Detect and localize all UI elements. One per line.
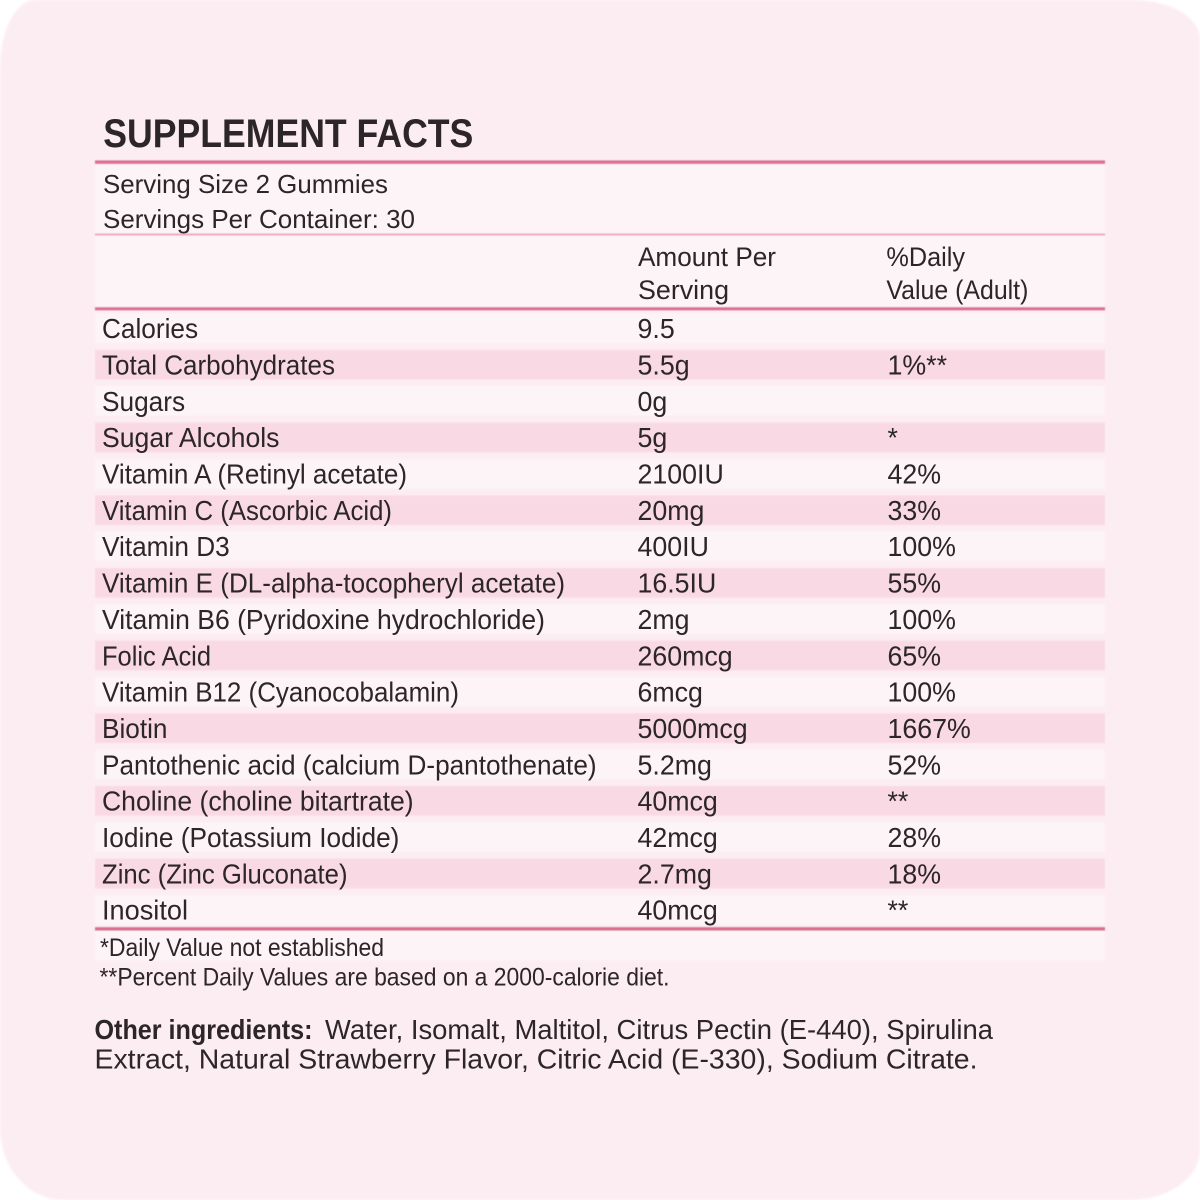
svg-text:20mg: 20mg <box>638 495 705 526</box>
svg-text:Pantothenic acid (calcium D-pa: Pantothenic acid (calcium D-pantothenate… <box>102 749 597 780</box>
svg-text:18%: 18% <box>888 858 942 889</box>
svg-text:0g: 0g <box>638 386 668 417</box>
svg-text:Calories: Calories <box>102 313 198 344</box>
svg-text:**: ** <box>888 786 909 817</box>
svg-text:42%: 42% <box>888 459 942 490</box>
svg-text:100%: 100% <box>888 531 956 562</box>
svg-text:Extract, Natural Strawberry Fl: Extract, Natural Strawberry Flavor, Citr… <box>95 1043 978 1074</box>
svg-text:Vitamin E (DL-alpha-tocopheryl: Vitamin E (DL-alpha-tocopheryl acetate) <box>102 568 565 599</box>
svg-text:Serving Size 2 Gummies: Serving Size 2 Gummies <box>103 169 388 199</box>
svg-text:2mg: 2mg <box>638 604 690 635</box>
svg-text:**Percent Daily Values are bas: **Percent Daily Values are based on a 20… <box>100 964 670 992</box>
svg-text:2.7mg: 2.7mg <box>638 858 712 889</box>
svg-text:Vitamin B12 (Cyanocobalamin): Vitamin B12 (Cyanocobalamin) <box>102 677 459 708</box>
svg-text:1%**: 1%** <box>888 350 948 381</box>
svg-text:2100IU: 2100IU <box>638 459 724 490</box>
svg-text:260mcg: 260mcg <box>638 640 733 671</box>
svg-text:9.5: 9.5 <box>638 313 675 344</box>
svg-text:1667%: 1667% <box>888 713 971 744</box>
svg-text:100%: 100% <box>888 677 956 708</box>
svg-text:Iodine (Potassium Iodide): Iodine (Potassium Iodide) <box>102 822 399 853</box>
svg-text:Serving: Serving <box>638 275 729 305</box>
svg-text:52%: 52% <box>888 749 942 780</box>
svg-text:40mcg: 40mcg <box>638 786 718 817</box>
svg-text:Zinc (Zinc Gluconate): Zinc (Zinc Gluconate) <box>102 858 348 889</box>
svg-text:*: * <box>888 422 899 453</box>
svg-text:400IU: 400IU <box>638 531 709 562</box>
svg-text:Water, Isomalt, Maltitol, Citr: Water, Isomalt, Maltitol, Citrus Pectin … <box>325 1014 994 1045</box>
svg-text:5g: 5g <box>638 422 668 453</box>
svg-text:65%: 65% <box>888 640 942 671</box>
svg-text:28%: 28% <box>888 822 942 853</box>
svg-text:5.5g: 5.5g <box>638 350 690 381</box>
svg-text:Vitamin D3: Vitamin D3 <box>102 531 230 562</box>
svg-text:Biotin: Biotin <box>102 713 168 744</box>
svg-text:Servings Per Container: 30: Servings Per Container: 30 <box>103 204 415 234</box>
svg-text:Folic Acid: Folic Acid <box>102 640 211 671</box>
svg-text:40mcg: 40mcg <box>638 895 718 926</box>
svg-text:%Daily: %Daily <box>886 242 965 272</box>
svg-text:33%: 33% <box>888 495 942 526</box>
svg-text:Vitamin C (Ascorbic Acid): Vitamin C (Ascorbic Acid) <box>102 495 392 526</box>
svg-text:Total Carbohydrates: Total Carbohydrates <box>102 350 335 381</box>
svg-text:5.2mg: 5.2mg <box>638 749 712 780</box>
svg-text:Amount Per: Amount Per <box>638 242 776 272</box>
svg-text:55%: 55% <box>888 568 942 599</box>
svg-text:SUPPLEMENT FACTS: SUPPLEMENT FACTS <box>103 112 473 156</box>
svg-text:Sugar Alcohols: Sugar Alcohols <box>102 422 280 453</box>
svg-text:Inositol: Inositol <box>102 895 188 926</box>
svg-text:**: ** <box>888 895 909 926</box>
svg-text:16.5IU: 16.5IU <box>638 568 717 599</box>
svg-text:*Daily Value not established: *Daily Value not established <box>100 934 384 962</box>
svg-text:Choline (choline bitartrate): Choline (choline bitartrate) <box>102 786 414 817</box>
svg-text:Vitamin A (Retinyl acetate): Vitamin A (Retinyl acetate) <box>102 459 407 490</box>
svg-text:5000mcg: 5000mcg <box>638 713 748 744</box>
svg-text:Vitamin B6 (Pyridoxine hydroch: Vitamin B6 (Pyridoxine hydrochloride) <box>102 604 545 635</box>
svg-text:100%: 100% <box>888 604 956 635</box>
svg-text:42mcg: 42mcg <box>638 822 718 853</box>
svg-text:Sugars: Sugars <box>102 386 185 417</box>
svg-text:Other ingredients:: Other ingredients: <box>95 1014 313 1045</box>
svg-text:6mcg: 6mcg <box>638 677 703 708</box>
svg-text:Value (Adult): Value (Adult) <box>886 275 1028 305</box>
